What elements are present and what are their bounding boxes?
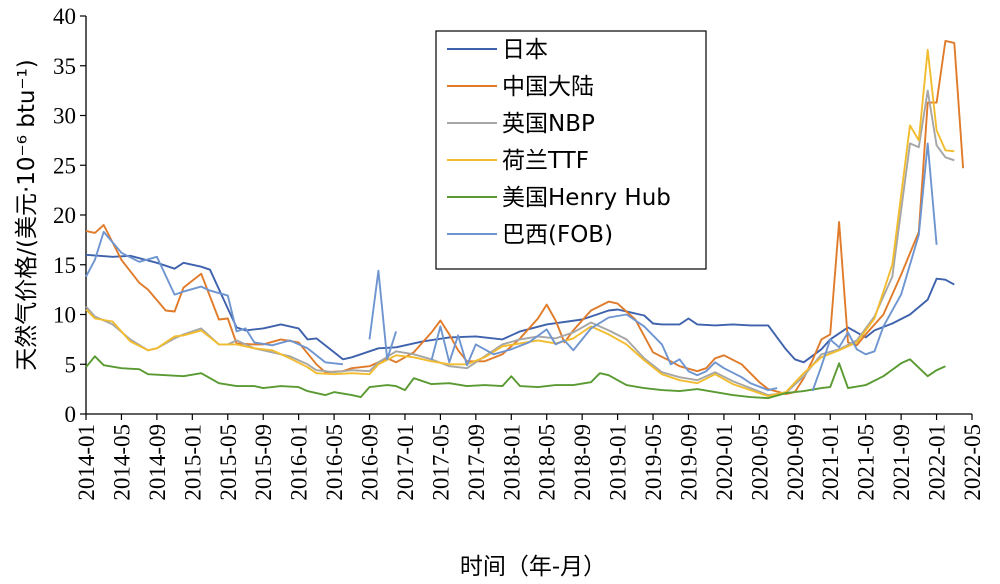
series-line-1: [85, 39, 965, 396]
x-tick-label: 2017-09: [464, 424, 489, 501]
x-tick-label: 2019-09: [676, 424, 701, 501]
x-tick-label: 2020-05: [747, 424, 772, 501]
legend-label-4: 美国Henry Hub: [502, 185, 671, 211]
x-tick-label: 2017-05: [428, 424, 453, 501]
x-tick-label: 2021-05: [854, 424, 879, 501]
x-tick-label: 2018-09: [570, 424, 595, 501]
x-tick-label: 2017-01: [393, 424, 418, 501]
series-line-4: [85, 355, 946, 400]
x-tick-label: 2016-01: [287, 424, 312, 501]
y-tick-label: 15: [53, 253, 76, 278]
legend-label-5: 巴西(FOB): [502, 222, 613, 248]
y-tick-label: 35: [53, 54, 76, 79]
legend-label-2: 英国NBP: [502, 111, 595, 137]
series-lines: [85, 39, 965, 400]
series-line-5: [430, 313, 778, 392]
axes: [80, 15, 973, 420]
x-tick-label: 2016-05: [322, 424, 347, 501]
x-tick-label: 2019-05: [641, 424, 666, 501]
legend-label-1: 中国大陆: [502, 74, 594, 100]
x-tick-label: 2020-01: [712, 424, 737, 501]
x-tick-label: 2019-01: [606, 424, 631, 501]
x-tick-label: 2014-01: [74, 424, 99, 501]
x-tick-label: 2020-09: [783, 424, 808, 501]
x-tick-label: 2018-05: [535, 424, 560, 501]
x-tick-label: 2015-01: [180, 424, 205, 501]
series-line-3: [85, 48, 955, 398]
x-tick-label: 2016-09: [358, 424, 383, 501]
series-line-5: [811, 142, 938, 392]
series-line-5: [85, 230, 344, 366]
y-tick-label: 40: [53, 4, 76, 29]
x-axis-title: 时间（年-月）: [460, 554, 606, 580]
y-tick-label: 10: [53, 303, 76, 328]
x-tick-label: 2018-01: [499, 424, 524, 501]
x-tick-label: 2015-05: [216, 424, 241, 501]
y-tick-label: 0: [65, 402, 77, 427]
y-tick-label: 5: [65, 352, 77, 377]
series-line-5: [368, 269, 398, 361]
x-tick-label: 2021-01: [818, 424, 843, 501]
x-tick-label: 2022-05: [960, 424, 985, 501]
legend-frame: [435, 30, 707, 270]
y-tick-label: 20: [53, 203, 76, 228]
x-tick-label: 2015-09: [251, 424, 276, 501]
x-tick-label: 2022-01: [925, 424, 950, 501]
tick-labels: 0 5 10 15 20 25 30 35 40 2014-01 2014-05 2014-09 201…: [53, 4, 985, 501]
legend-label-3: 荷兰TTF: [502, 148, 589, 174]
x-tick-label: 2014-09: [145, 424, 170, 501]
x-tick-label: 2021-09: [889, 424, 914, 501]
legend-label-0: 日本: [502, 37, 548, 63]
x-tick-label: 2014-05: [109, 424, 134, 501]
y-axis-title: 天然气价格/(美元·10⁻⁶ btu⁻¹): [14, 59, 40, 371]
y-tick-label: 30: [53, 104, 76, 129]
y-tick-label: 25: [53, 153, 76, 178]
